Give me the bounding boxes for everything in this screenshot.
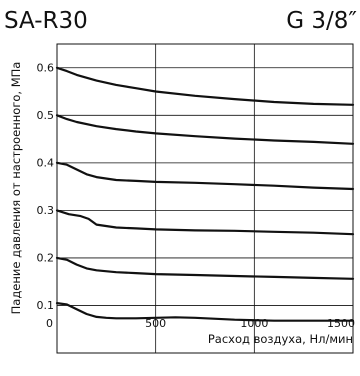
y-tick-label-1: 0.2 — [37, 251, 55, 264]
series-line-5 — [55, 302, 355, 322]
grid — [57, 44, 353, 353]
series-layer — [55, 66, 355, 322]
x-tick-label-3: 1500 — [327, 317, 355, 330]
x-tick-labels: 0 500 1000 1500 — [46, 317, 355, 330]
model-title: SA-R30 — [4, 8, 88, 34]
plot-frame — [56, 43, 354, 354]
y-axis-label: Падение давления от настроенного, МПа — [9, 62, 23, 315]
y-tick-label-4: 0.5 — [37, 109, 55, 122]
y-tick-labels: 0.1 0.2 0.3 0.4 0.5 0.6 — [37, 61, 55, 312]
series-line-3 — [55, 209, 355, 236]
x-tick-label-0: 0 — [46, 317, 53, 330]
thread-size-title: G 3/8″ — [286, 8, 357, 34]
y-tick-label-0: 0.1 — [37, 299, 55, 312]
series-line-4 — [55, 256, 355, 280]
x-axis-label: Расход воздуха, Нл/мин — [208, 332, 353, 346]
series-line-1 — [55, 114, 355, 145]
y-tick-label-5: 0.6 — [37, 61, 55, 74]
series-line-2 — [55, 161, 355, 191]
x-tick-label-1: 500 — [145, 317, 166, 330]
series-line-0 — [55, 66, 355, 106]
y-tick-label-3: 0.4 — [37, 156, 55, 169]
x-tick-label-2: 1000 — [240, 317, 268, 330]
y-tick-label-2: 0.3 — [37, 204, 55, 217]
